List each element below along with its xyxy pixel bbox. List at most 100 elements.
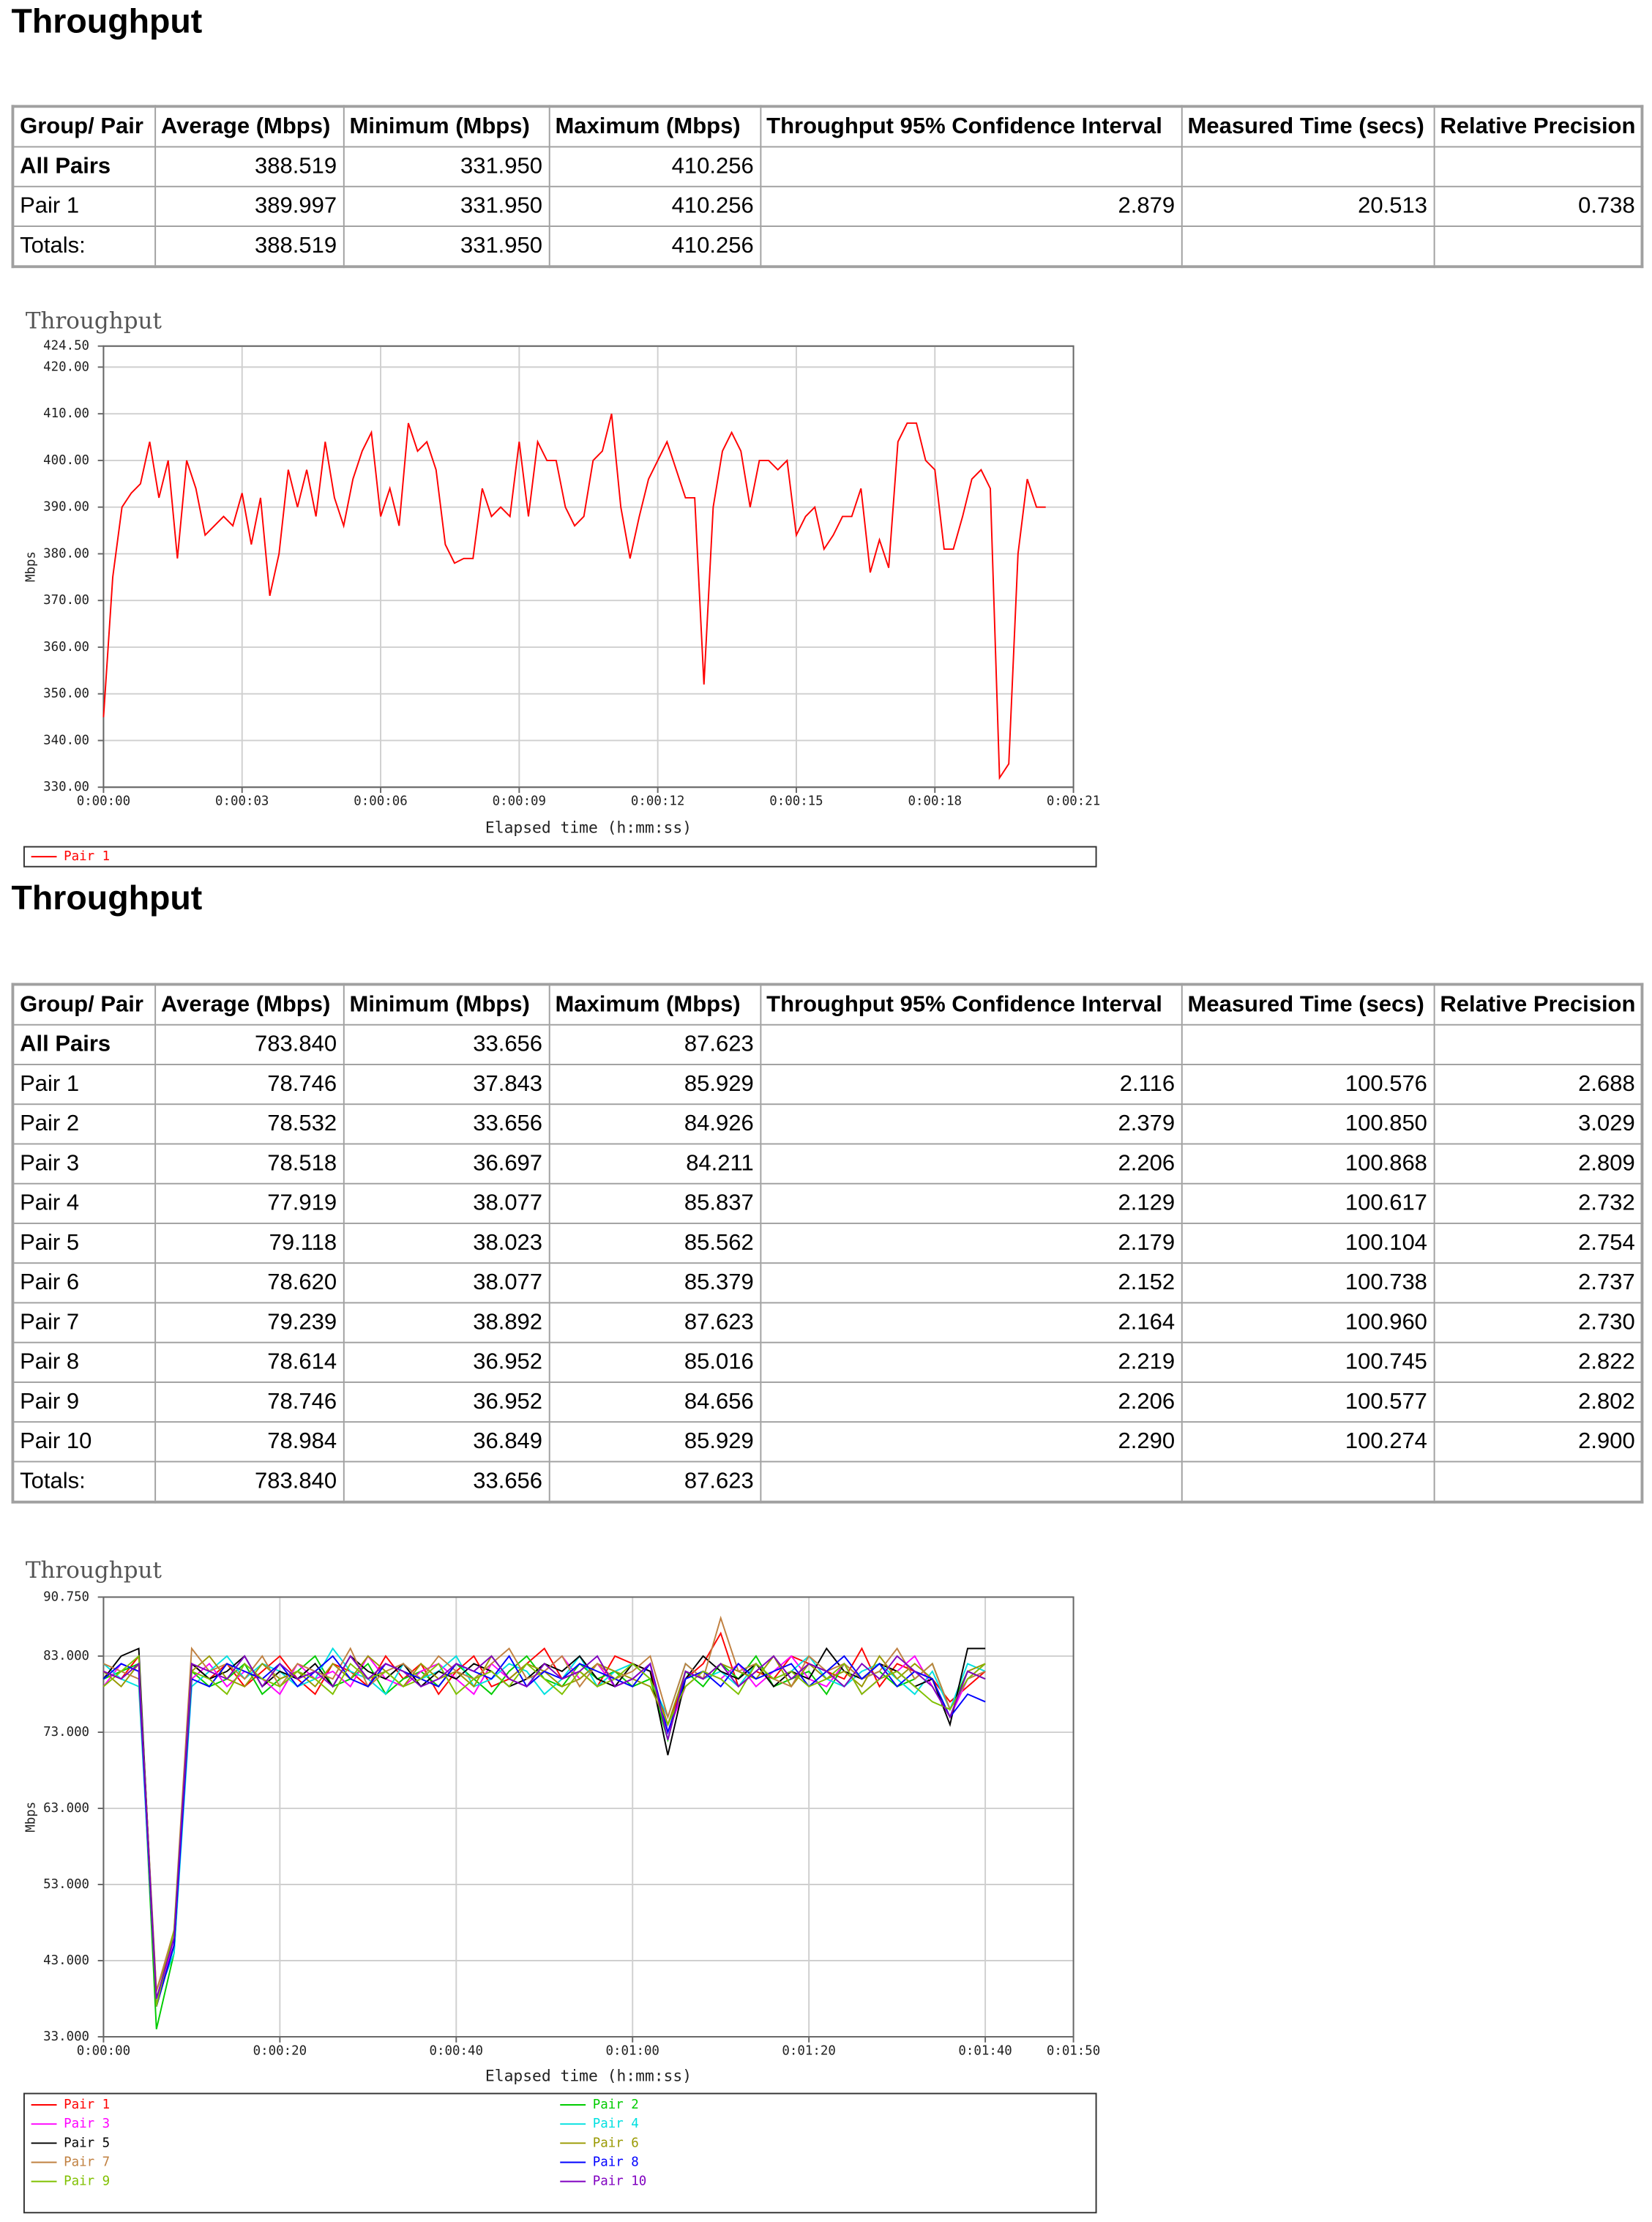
x-tick-label: 0:01:00 <box>606 2043 659 2058</box>
header-cell: Maximum (Mbps) <box>547 105 761 148</box>
table-cell: 78.746 <box>154 1381 344 1423</box>
table-cell: 2.822 <box>1432 1341 1643 1383</box>
table-cell: 2.754 <box>1432 1222 1643 1264</box>
header-cell: Throughput 95% Confidence Interval <box>759 105 1182 148</box>
table-cell: 85.929 <box>547 1064 761 1106</box>
legend-label: Pair 1 <box>64 2098 110 2112</box>
table-row: Totals: 783.840 33.656 87.623 <box>12 1461 1643 1503</box>
table-cell: 79.118 <box>154 1222 344 1264</box>
header-cell: Relative Precision <box>1432 105 1643 148</box>
table-cell: 2.809 <box>1432 1143 1643 1185</box>
header-cell: Throughput 95% Confidence Interval <box>759 983 1182 1026</box>
y-tick-label: 424.50 <box>43 339 89 354</box>
table-cell: 783.840 <box>154 1024 344 1065</box>
header-cell: Minimum (Mbps) <box>342 105 550 148</box>
table-cell <box>1432 1461 1643 1503</box>
section-heading: Throughput <box>11 2 203 42</box>
table-cell: 37.843 <box>342 1064 550 1106</box>
y-axis-label: Mbps <box>24 1802 39 1833</box>
table-cell: 783.840 <box>154 1461 344 1503</box>
x-tick-label: 0:00:12 <box>631 794 684 809</box>
y-tick-label: 83.000 <box>43 1649 89 1663</box>
table-cell: 100.738 <box>1180 1262 1435 1304</box>
legend-label: Pair 8 <box>593 2155 639 2169</box>
y-tick-label: 73.000 <box>43 1725 89 1740</box>
y-tick-label: 410.00 <box>43 406 89 421</box>
table-cell: 331.950 <box>342 225 550 268</box>
header-cell: Average (Mbps) <box>154 983 344 1026</box>
table-cell: 2.290 <box>759 1421 1182 1463</box>
x-tick-label: 0:00:40 <box>430 2043 483 2058</box>
table-cell <box>759 146 1182 187</box>
table-row: Pair 1 78.746 37.843 85.929 2.116 100.576 2.68… <box>12 1064 1643 1106</box>
table-row: All Pairs 388.519 331.950 410.256 <box>12 146 1643 187</box>
header-row: Group/ Pair Average (Mbps) Minimum (Mbps) M… <box>12 983 1643 1026</box>
y-tick-label: 360.00 <box>43 640 89 655</box>
table-cell: 388.519 <box>154 146 344 187</box>
y-tick-label: 390.00 <box>43 500 89 515</box>
results-table: Group/ Pair Average (Mbps) Minimum (Mbps) M… <box>11 105 1644 269</box>
table-cell: 3.029 <box>1432 1103 1643 1145</box>
y-tick-label: 53.000 <box>43 1877 89 1892</box>
legend-label: Pair 10 <box>593 2174 646 2189</box>
legend-label: Pair 5 <box>64 2136 110 2150</box>
x-tick-label: 0:01:20 <box>782 2043 835 2058</box>
table-cell <box>759 225 1182 268</box>
legend-label: Pair 3 <box>64 2117 110 2131</box>
table-cell: All Pairs <box>12 1024 156 1065</box>
y-tick-label: 33.000 <box>43 2029 89 2044</box>
table-cell: 78.532 <box>154 1103 344 1145</box>
table-cell: Pair 8 <box>12 1341 156 1383</box>
header-cell: Maximum (Mbps) <box>547 983 761 1026</box>
y-tick-label: 400.00 <box>43 453 89 468</box>
x-tick-label: 0:01:50 <box>1047 2043 1100 2058</box>
table-cell: 2.219 <box>759 1341 1182 1383</box>
plot-frame <box>102 345 1074 788</box>
table-cell <box>759 1461 1182 1503</box>
table-cell: 2.879 <box>759 185 1182 227</box>
x-axis-label: Elapsed time (h:mm:ss) <box>485 2067 692 2085</box>
table-cell: 36.952 <box>342 1341 550 1383</box>
table-cell: 87.623 <box>547 1461 761 1503</box>
x-tick-label: 0:00:00 <box>77 794 130 809</box>
table-cell: 79.239 <box>154 1302 344 1343</box>
y-tick-label: 420.00 <box>43 359 89 374</box>
header-cell: Average (Mbps) <box>154 105 344 148</box>
table-cell: 84.656 <box>547 1381 761 1423</box>
x-tick-label: 0:00:15 <box>769 794 823 809</box>
table-cell: 2.152 <box>759 1262 1182 1304</box>
legend-box <box>23 846 1097 868</box>
table-row: Pair 6 78.620 38.077 85.379 2.152 100.738 2.73… <box>12 1262 1643 1304</box>
plot-frame <box>102 1596 1074 2038</box>
legend-label: Pair 4 <box>593 2117 639 2131</box>
y-tick-label: 350.00 <box>43 687 89 701</box>
table-cell: 33.656 <box>342 1024 550 1065</box>
x-tick-label: 0:00:09 <box>493 794 546 809</box>
table-cell: 410.256 <box>547 185 761 227</box>
table-cell: 85.379 <box>547 1262 761 1304</box>
x-tick-label: 0:00:06 <box>354 794 407 809</box>
table-cell: 100.274 <box>1180 1421 1435 1463</box>
table-cell: Pair 6 <box>12 1262 156 1304</box>
header-cell: Measured Time (secs) <box>1180 105 1435 148</box>
table-cell <box>1180 1461 1435 1503</box>
table-row: Pair 8 78.614 36.952 85.016 2.219 100.745 2.82… <box>12 1341 1643 1383</box>
table-cell: 100.960 <box>1180 1302 1435 1343</box>
table-cell: 100.576 <box>1180 1064 1435 1106</box>
results-table: Group/ Pair Average (Mbps) Minimum (Mbps) M… <box>11 983 1644 1504</box>
table-cell: Pair 10 <box>12 1421 156 1463</box>
chart-title: Throughput <box>26 307 162 334</box>
table-row: Totals: 388.519 331.950 410.256 <box>12 225 1643 268</box>
table-cell: 84.926 <box>547 1103 761 1145</box>
table-cell: 38.023 <box>342 1222 550 1264</box>
table-cell: 100.104 <box>1180 1222 1435 1264</box>
table-cell <box>1180 146 1435 187</box>
table-row: Pair 2 78.532 33.656 84.926 2.379 100.850 3.02… <box>12 1103 1643 1145</box>
table-cell: 2.179 <box>759 1222 1182 1264</box>
table-cell: Pair 9 <box>12 1381 156 1423</box>
x-tick-label: 0:01:40 <box>958 2043 1012 2058</box>
legend-label: Pair 1 <box>64 849 110 864</box>
table-cell: 38.892 <box>342 1302 550 1343</box>
table-cell <box>1180 225 1435 268</box>
